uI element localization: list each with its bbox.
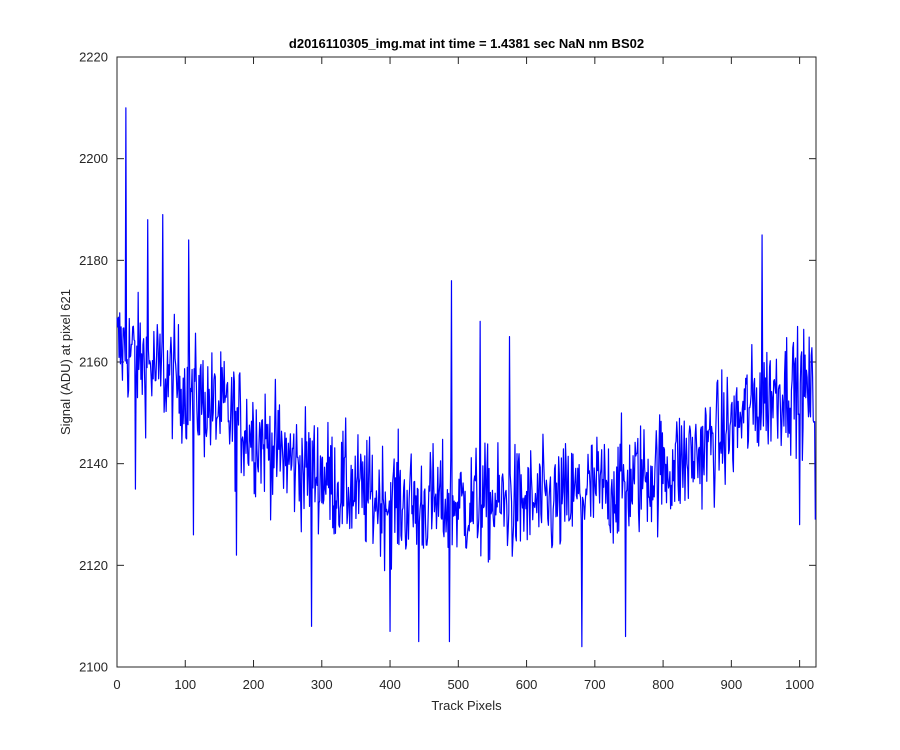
x-tick-label: 400 (379, 677, 401, 692)
x-tick-label: 1000 (785, 677, 814, 692)
x-tick-label: 800 (652, 677, 674, 692)
y-tick-label: 2120 (79, 558, 108, 573)
y-tick-label: 2220 (79, 50, 108, 65)
y-axis-label: Signal (ADU) at pixel 621 (58, 289, 73, 435)
x-axis-label: Track Pixels (431, 698, 502, 713)
x-tick-label: 200 (243, 677, 265, 692)
x-tick-label: 0 (113, 677, 120, 692)
chart-title: d2016110305_img.mat int time = 1.4381 se… (289, 36, 644, 51)
y-tick-label: 2140 (79, 456, 108, 471)
y-tick-label: 2180 (79, 253, 108, 268)
x-tick-label: 500 (447, 677, 469, 692)
x-tick-label: 700 (584, 677, 606, 692)
x-tick-label: 100 (174, 677, 196, 692)
axes-box (116, 56, 817, 668)
x-tick-label: 600 (516, 677, 538, 692)
x-tick-label: 300 (311, 677, 333, 692)
y-tick-label: 2100 (79, 660, 108, 675)
y-tick-label: 2200 (79, 151, 108, 166)
series-line (116, 107, 816, 648)
x-tick-label: 900 (721, 677, 743, 692)
plot-area: 0 100 200 300 400 500 600 700 800 900 1000 2100 2120… (58, 36, 817, 713)
y-tick-label: 2160 (79, 355, 108, 370)
